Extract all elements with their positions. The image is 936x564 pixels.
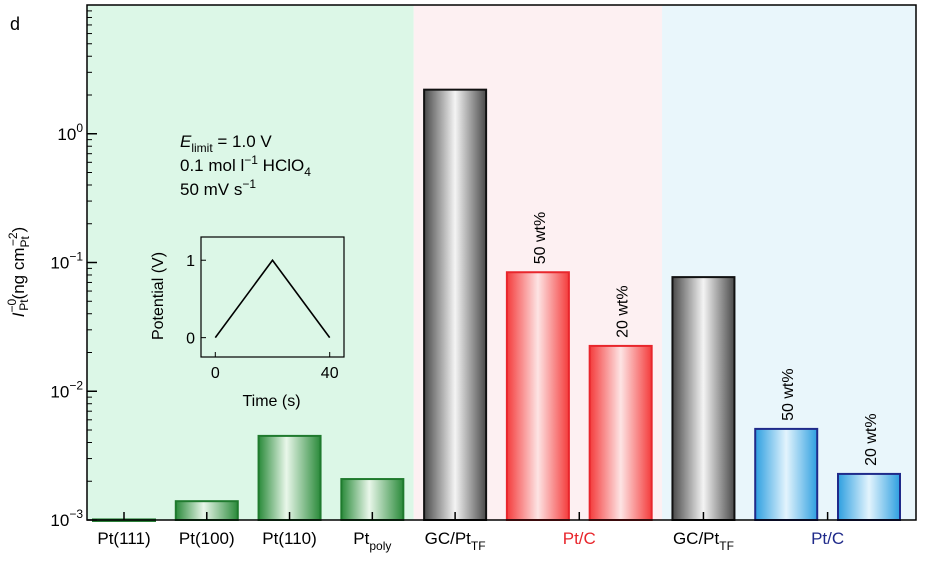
x-tick-label: Pt(110) <box>262 529 317 548</box>
bar-value-labels: 50 wt% 20 wt% 50 wt% 20 wt% <box>532 212 880 466</box>
inset-chart: 0 40 0 1 Time (s) Potential (V) <box>150 236 345 410</box>
inset-x-tick-label: 0 <box>211 365 220 382</box>
bar-value-label: 20 wt% <box>863 413 880 465</box>
x-tick-label: Ptpoly <box>353 529 391 553</box>
x-tick-label: Pt(111) <box>97 529 150 548</box>
x-tick-label: GC/PtTF <box>673 529 734 553</box>
inset-line <box>214 258 331 339</box>
bar <box>257 434 322 522</box>
panel-label: d <box>10 14 20 34</box>
bar-value-label: 50 wt% <box>532 212 549 264</box>
condition-line-2: 0.1 mol l−1 HClO4 <box>180 153 311 179</box>
bar-value-label: 50 wt% <box>780 368 797 420</box>
x-tick-label: Pt(100) <box>179 529 235 548</box>
bar <box>754 427 819 521</box>
x-tick-label: Pt/C <box>811 529 844 548</box>
bar <box>423 88 488 521</box>
bar <box>837 472 901 522</box>
bar <box>671 276 736 521</box>
y-axis-label: I−0Pt(ng cmPt−2) <box>5 227 32 317</box>
y-tick-label: 10−3 <box>50 507 83 530</box>
condition-line-1: Elimit = 1.0 V <box>180 132 272 155</box>
y-tick-label: 10−1 <box>50 250 83 273</box>
inset-x-tick-label: 40 <box>321 365 339 382</box>
bar <box>588 344 653 521</box>
inset-frame <box>200 236 345 358</box>
x-tick-label: Pt/C <box>563 529 596 548</box>
x-tick-label: GC/PtTF <box>425 529 486 553</box>
inset-y-axis-label: Potential (V) <box>150 252 167 340</box>
condition-line-3: 50 mV s−1 <box>180 177 256 199</box>
bar-value-label: 20 wt% <box>615 285 632 337</box>
inset-x-axis-label: Time (s) <box>242 393 300 410</box>
inset-y-tick-label: 1 <box>186 253 195 270</box>
group-band-single-crystal <box>87 5 414 520</box>
bar <box>505 271 570 522</box>
y-tick-label: 100 <box>57 121 83 144</box>
bar-series <box>92 88 901 522</box>
inset-y-tick-label: 0 <box>186 331 195 348</box>
y-tick-label: 10−2 <box>50 378 83 401</box>
